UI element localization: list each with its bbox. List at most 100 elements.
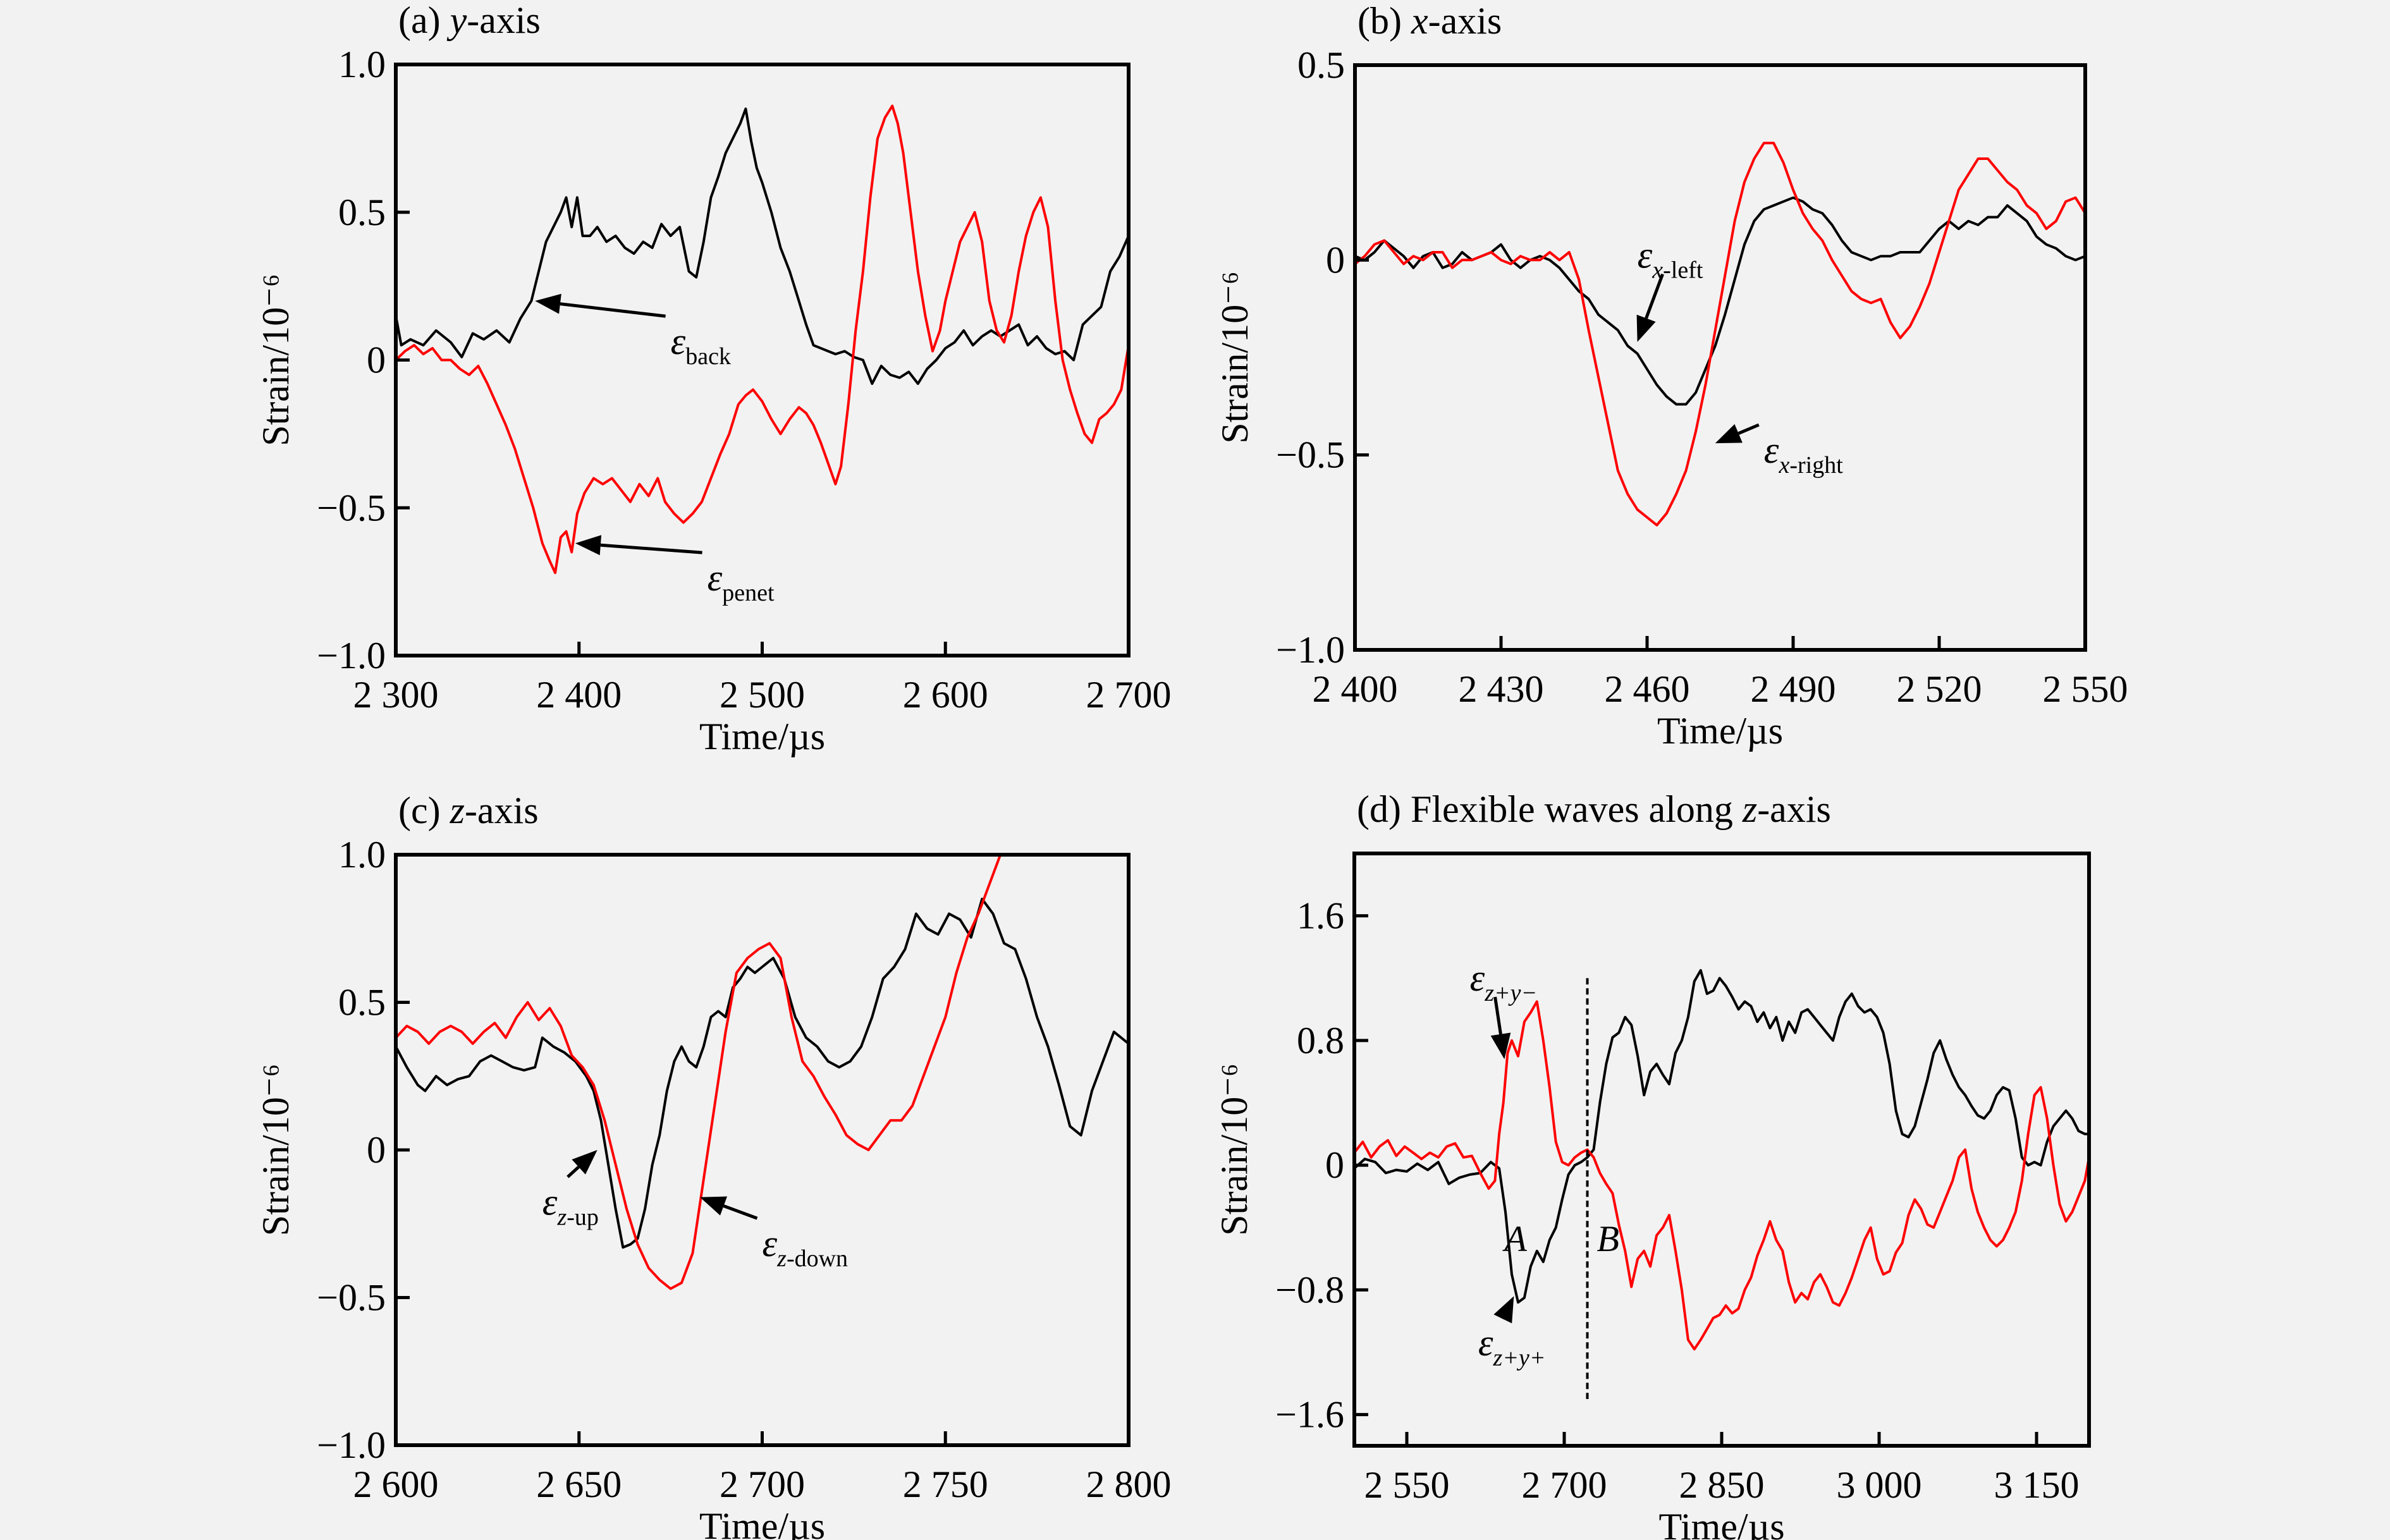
y-axis-label-c: Strain/10⁻⁶ <box>255 1064 297 1237</box>
y-axis-label-b: Strain/10⁻⁶ <box>1214 271 1256 444</box>
x-tick-label-d: 3 000 <box>1837 1464 1922 1506</box>
panel-title-b: (b) x-axis <box>1357 0 1502 42</box>
x-axis-label-d: Time/µs <box>1658 1506 1784 1540</box>
x-tick-label-a: 2 500 <box>720 674 805 716</box>
annotation-label-d-0: εz+y− <box>1470 957 1538 1006</box>
title-italic: y <box>446 0 467 41</box>
y-tick-label-c: −1.0 <box>317 1424 386 1466</box>
plot-frame-b <box>1353 63 2087 652</box>
x-tick-label-b: 2 460 <box>1605 668 1690 710</box>
y-tick-label-a: 0.5 <box>338 192 386 233</box>
annotation-label-a-0: εback <box>671 321 731 370</box>
annotation-label-a-1-subscript: penet <box>722 580 775 606</box>
y-tick-label-d: −1.6 <box>1275 1394 1344 1436</box>
annotation-label-c-1: εz-down <box>763 1223 849 1272</box>
x-tick-label-b: 2 550 <box>2043 668 2128 710</box>
y-tick-label-b: 0 <box>1326 239 1345 281</box>
annotation-arrow-shaft <box>600 543 702 554</box>
annotation-arrow-shaft <box>1493 996 1502 1035</box>
panel-title-a: (a) y-axis <box>398 0 541 41</box>
annotation-label-a-1-symbol: ε <box>708 557 723 599</box>
title-italic: z <box>1742 788 1757 830</box>
annotation-arrow-shaft <box>560 302 666 318</box>
title-italic: x <box>1411 0 1428 42</box>
annotation-label-c-1-italic-subscript: z <box>776 1245 787 1272</box>
arrow-head-icon <box>535 293 561 314</box>
annotation-label-b-0-symbol: ε <box>1638 235 1653 276</box>
annotation-arrow-shaft <box>723 1204 758 1220</box>
title-prefix: (b) <box>1357 0 1411 42</box>
arrow-head-icon <box>1715 424 1743 444</box>
title-prefix: (d) Flexible waves along <box>1357 788 1743 830</box>
panel-a-y-axis: (a) y-axis 2 300 2 400 2 500 2 600 2 700 −1.0 −… <box>255 0 1172 757</box>
x-axis-label-a: Time/µs <box>699 716 825 757</box>
annotation-label-d-1: εz+y+ <box>1478 1322 1546 1371</box>
x-tick-label-d: 3 150 <box>1994 1464 2080 1506</box>
x-tick-label-d: 2 700 <box>1522 1464 1607 1506</box>
x-tick-label-a: 2 300 <box>353 674 439 716</box>
annotation-label-b-1-symbol: ε <box>1764 429 1779 471</box>
y-tick-label-d: 1.6 <box>1297 895 1344 937</box>
annotation-label-b-0: εx-left <box>1638 235 1703 284</box>
title-suffix: -axis <box>1428 0 1502 42</box>
y-tick-label-c: 1.0 <box>338 834 386 876</box>
x-tick-label-c: 2 600 <box>353 1464 439 1505</box>
annotation-label-b-0-italic-subscript: x <box>1652 257 1663 284</box>
point-label-b: B <box>1596 1218 1619 1259</box>
x-tick-label-d: 2 850 <box>1679 1464 1765 1506</box>
annotation-label-c-0: εz-up <box>542 1182 599 1231</box>
arrow-head-icon <box>1490 1032 1511 1060</box>
title-prefix: (c) <box>398 790 450 831</box>
title-italic: z <box>450 790 465 831</box>
annotation-label-c-0-italic-subscript: z <box>556 1204 567 1231</box>
annotation-label-b-1-italic-subscript: x <box>1778 452 1789 479</box>
y-tick-label-c: 0 <box>367 1129 386 1171</box>
y-tick-label-a: 0 <box>367 339 386 381</box>
point-label-a: A <box>1502 1218 1527 1259</box>
x-tick-label-a: 2 700 <box>1086 674 1172 716</box>
series-line-a-red <box>396 104 1129 575</box>
y-tick-label-b: −0.5 <box>1276 434 1345 476</box>
annotation-arrow-shaft <box>1645 273 1664 319</box>
series-line-d-black <box>1354 969 2089 1304</box>
panel-title-d: (d) Flexible waves along z-axis <box>1357 788 1831 830</box>
y-tick-label-b: 0.5 <box>1297 44 1345 86</box>
series-line-c-red <box>396 855 1002 1290</box>
y-tick-label-a: −1.0 <box>317 635 386 676</box>
arrow-head-icon <box>575 535 602 556</box>
y-tick-label-b: −1.0 <box>1276 629 1345 671</box>
x-tick-label-c: 2 800 <box>1086 1464 1172 1505</box>
y-tick-label-a: −0.5 <box>317 487 386 529</box>
arrow-head-icon <box>572 1150 598 1175</box>
series-line-c-black <box>396 898 1129 1249</box>
annotation-arrow-shaft <box>567 1166 580 1178</box>
x-tick-label-b: 2 400 <box>1313 668 1398 710</box>
x-tick-label-b: 2 520 <box>1897 668 1982 710</box>
x-tick-label-a: 2 400 <box>536 674 622 716</box>
x-tick-label-c: 2 650 <box>536 1464 622 1505</box>
annotation-label-d-1-italic-subscript: z+y+ <box>1493 1345 1546 1371</box>
title-suffix: -axis <box>467 0 541 41</box>
y-tick-label-c: 0.5 <box>338 982 386 1024</box>
x-tick-label-b: 2 490 <box>1751 668 1836 710</box>
annotation-label-c-0-symbol: ε <box>542 1182 558 1223</box>
annotation-arrow-shaft <box>1737 423 1760 435</box>
title-suffix: -axis <box>465 790 539 831</box>
series-line-d-red <box>1354 1000 2089 1351</box>
y-tick-label-d: 0 <box>1325 1144 1344 1186</box>
annotation-label-c-1-symbol: ε <box>763 1223 778 1264</box>
panel-title-c: (c) z-axis <box>398 790 539 831</box>
annotation-label-a-1: εpenet <box>708 557 775 606</box>
x-tick-label-a: 2 600 <box>903 674 988 716</box>
annotation-label-b-0-subscript: -left <box>1663 257 1703 284</box>
title-suffix: -axis <box>1757 788 1831 830</box>
y-axis-label-a: Strain/10⁻⁶ <box>255 274 297 446</box>
arrow-head-icon <box>1636 314 1656 342</box>
y-tick-label-d: −0.8 <box>1275 1269 1344 1311</box>
panel-d-flexible-waves: (d) Flexible waves along z-axis 2 550 2 70… <box>1213 788 2091 1540</box>
annotation-label-a-0-subscript: back <box>685 343 731 370</box>
